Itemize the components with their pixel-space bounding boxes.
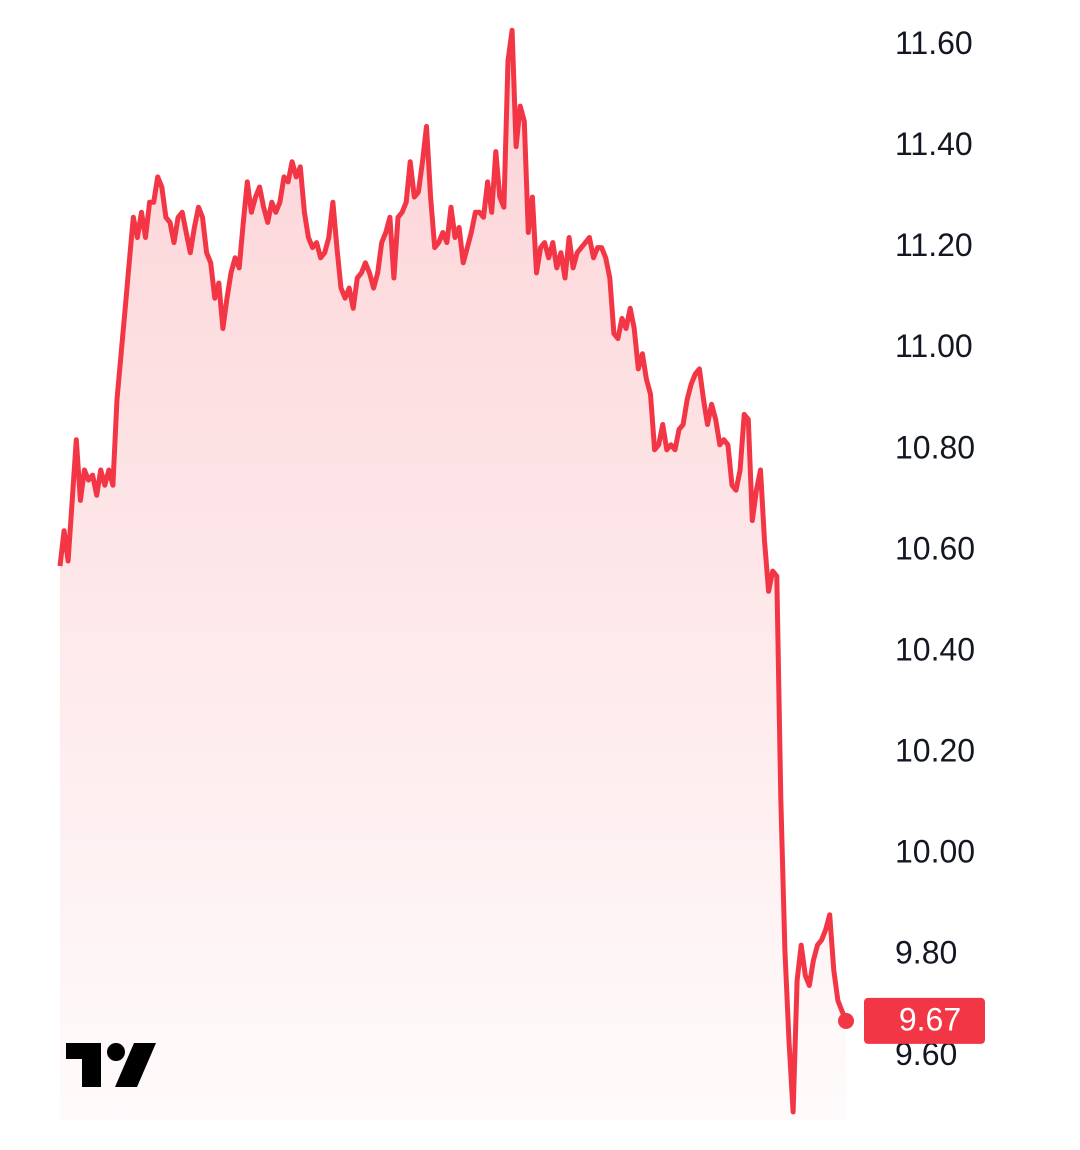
y-tick-label: 11.40	[895, 126, 973, 162]
logo	[66, 1043, 156, 1087]
y-tick-label: 9.80	[895, 935, 957, 971]
logo-v	[115, 1043, 156, 1087]
y-tick-label: 10.20	[895, 733, 975, 769]
y-tick-label: 11.60	[895, 25, 973, 61]
y-tick-label: 11.00	[895, 328, 973, 364]
area-fill	[60, 30, 846, 1120]
y-tick-label: 10.00	[895, 834, 975, 870]
y-tick-label: 10.80	[895, 429, 975, 465]
price-line	[57, 27, 849, 1115]
last-price-box	[864, 997, 985, 1044]
last-price-label: 9.67	[899, 1001, 961, 1037]
y-tick-label: 10.40	[895, 631, 975, 667]
y-tick-label: 10.60	[895, 530, 975, 566]
logo-t	[66, 1043, 101, 1087]
logo-dot	[107, 1043, 125, 1061]
y-tick-label: 11.20	[895, 227, 973, 263]
last-point	[838, 1012, 854, 1029]
